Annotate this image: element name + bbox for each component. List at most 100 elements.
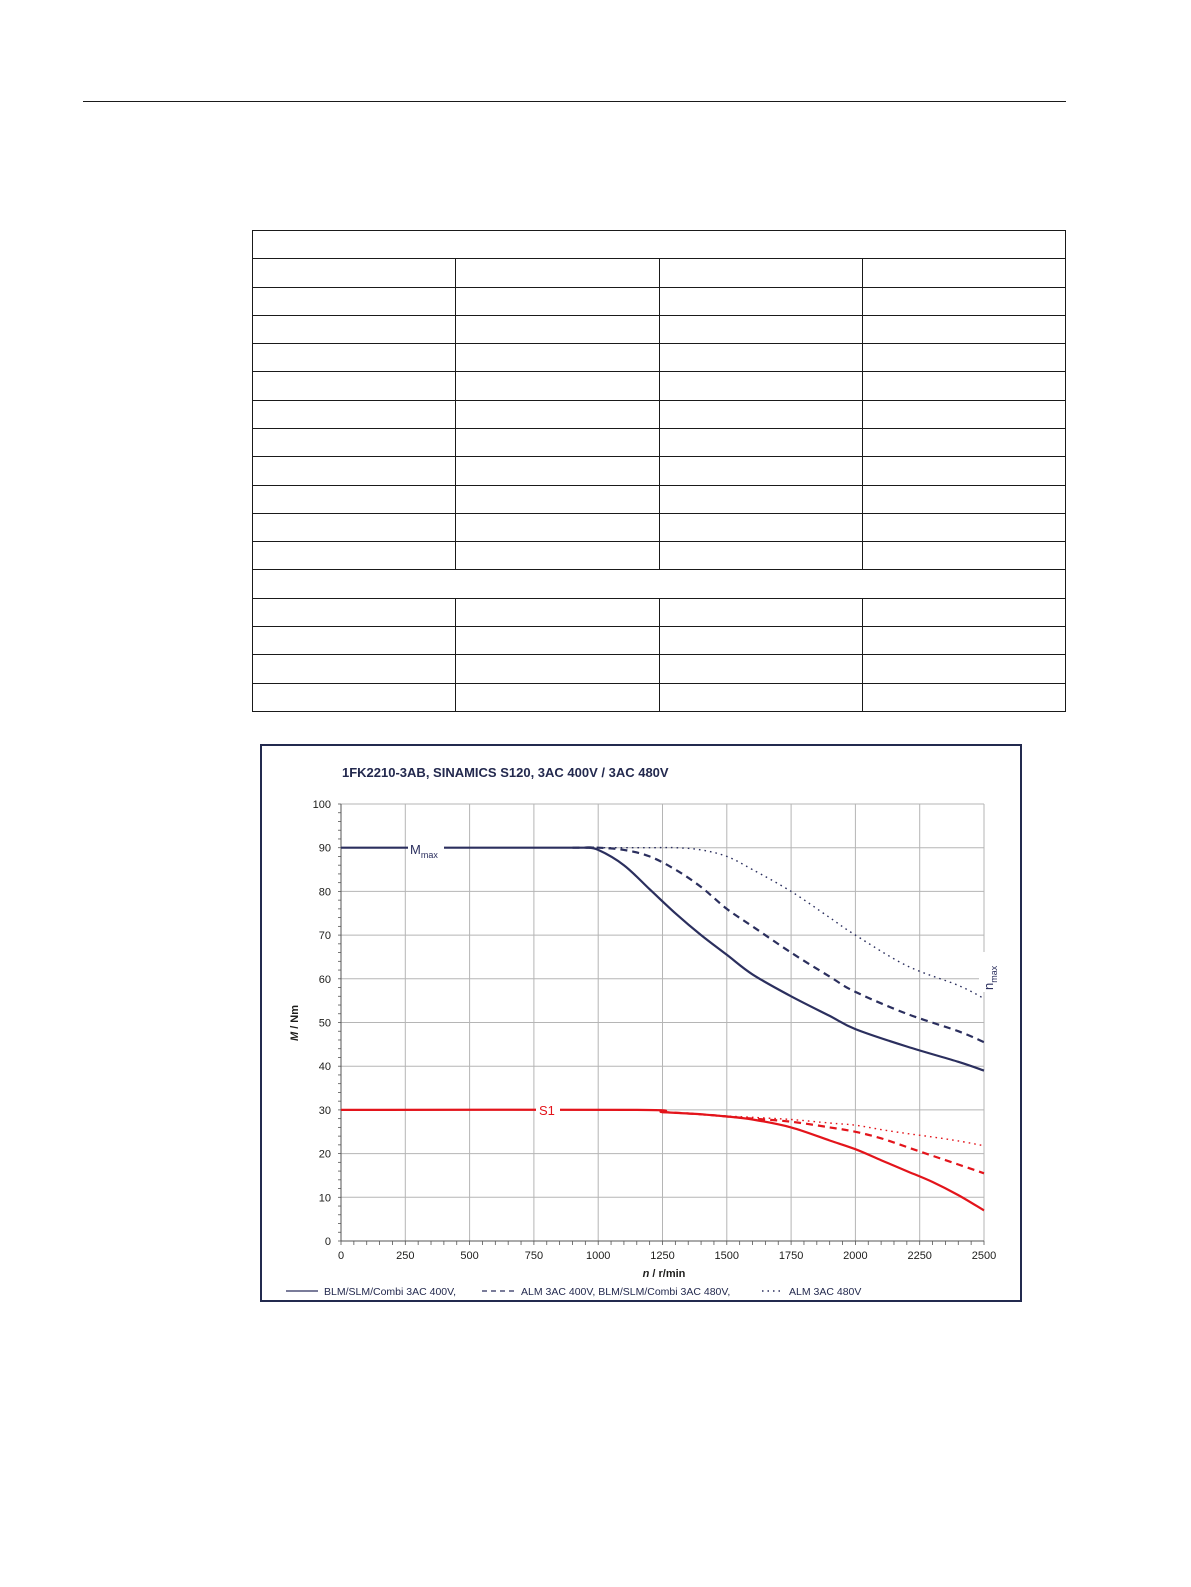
table-cell — [251, 399, 457, 429]
table-cell — [861, 682, 1067, 712]
y-tick-label: 100 — [313, 799, 331, 811]
table-row — [251, 512, 1067, 543]
table-cell — [251, 258, 457, 288]
x-tick-label: 2000 — [843, 1250, 867, 1262]
table-cell — [658, 654, 863, 684]
nmax-label: nmax — [981, 965, 999, 990]
table-cell — [455, 371, 660, 401]
x-tick-label: 2500 — [972, 1250, 996, 1262]
mmax-dotted-curve — [598, 846, 985, 1000]
table-row — [251, 597, 1067, 627]
y-tick-label: 10 — [319, 1192, 331, 1204]
table-cell — [455, 625, 660, 656]
table-cell — [251, 343, 457, 373]
x-tick-label: 1250 — [650, 1250, 674, 1262]
x-tick-label: 1500 — [715, 1250, 739, 1262]
table-cell — [251, 427, 457, 458]
table-cell — [658, 456, 863, 486]
table-cell — [455, 456, 660, 486]
mmax-dashed-curve — [572, 846, 985, 1044]
s1-annotation: S1 — [536, 1100, 560, 1118]
table-cell — [861, 456, 1067, 486]
curves — [340, 846, 985, 1212]
s1-solid-curve — [340, 1108, 985, 1212]
table-cell — [861, 343, 1067, 373]
torque-speed-chart: 0 250 500 750 1000 1250 1500 1750 2000 2250 2500 0 1… — [260, 744, 1022, 1302]
table-row — [251, 625, 1067, 656]
nmax-annotation: nmax — [979, 952, 999, 992]
table-cell — [658, 597, 863, 627]
table-cell — [658, 427, 863, 458]
s1-label: S1 — [539, 1103, 555, 1118]
chart-canvas: 0 250 500 750 1000 1250 1500 1750 2000 2250 2500 0 1… — [286, 765, 999, 1298]
legend-item-solid: BLM/SLM/Combi 3AC 400V, — [324, 1286, 456, 1298]
x-tick-label: 0 — [338, 1250, 344, 1262]
table-cell — [658, 625, 863, 656]
table-cell — [861, 625, 1067, 656]
table-cell — [251, 654, 457, 684]
table-cell — [455, 399, 660, 429]
table-cell — [455, 258, 660, 288]
legend: BLM/SLM/Combi 3AC 400V, ALM 3AC 400V, BL… — [286, 1286, 861, 1298]
table-cell — [251, 597, 457, 627]
table-cell — [455, 682, 660, 712]
table-cell — [658, 484, 863, 514]
legend-item-dotted: ALM 3AC 480V — [789, 1286, 861, 1298]
table-cell — [251, 314, 457, 345]
mmax-annotation: Mmax — [408, 839, 444, 861]
table-row — [251, 484, 1067, 514]
table-row — [251, 399, 1067, 429]
y-tick-label: 0 — [325, 1236, 331, 1248]
mmax-annotation-bg — [408, 839, 444, 861]
table-cell — [658, 286, 863, 316]
table-cell — [455, 512, 660, 543]
legend-item-dashed: ALM 3AC 400V, BLM/SLM/Combi 3AC 480V, — [521, 1286, 730, 1298]
x-tick-label: 2250 — [907, 1250, 931, 1262]
table-cell — [251, 625, 457, 656]
x-tick-label: 750 — [525, 1250, 543, 1262]
table-section-row — [252, 569, 1066, 599]
y-tick-label: 70 — [319, 930, 331, 942]
table-cell — [658, 399, 863, 429]
spec-table-body — [251, 229, 1067, 712]
table-cell — [861, 512, 1067, 543]
table-row — [251, 371, 1067, 401]
table-cell — [455, 314, 660, 345]
table-cell — [455, 427, 660, 458]
table-row — [251, 541, 1067, 571]
x-tick-label: 1750 — [779, 1250, 803, 1262]
table-cell — [455, 597, 660, 627]
table-section-cell — [252, 569, 1066, 599]
table-cell — [455, 484, 660, 514]
header-rule — [83, 101, 1066, 102]
table-cell — [658, 682, 863, 712]
table-section-row — [252, 229, 1066, 260]
grid — [338, 803, 985, 1245]
s1-dotted-curve — [662, 1111, 985, 1147]
y-tick-label: 60 — [319, 974, 331, 986]
table-cell — [861, 427, 1067, 458]
table-cell — [658, 258, 863, 288]
nmax-annotation-bg — [979, 952, 997, 992]
s1-annotation-bg — [536, 1100, 560, 1118]
table-cell — [861, 597, 1067, 627]
y-tick-label: 40 — [319, 1061, 331, 1073]
table-cell — [455, 286, 660, 316]
table-row — [251, 427, 1067, 458]
table-cell — [251, 512, 457, 543]
table-cell — [455, 654, 660, 684]
table-row — [251, 343, 1067, 373]
s1-dashed-curve — [662, 1111, 985, 1175]
table-row — [251, 456, 1067, 486]
table-cell — [861, 371, 1067, 401]
table-cell — [861, 258, 1067, 288]
table-cell — [658, 512, 863, 543]
y-tick-label: 30 — [319, 1105, 331, 1117]
table-cell — [251, 456, 457, 486]
table-cell — [251, 371, 457, 401]
table-cell — [251, 541, 457, 571]
y-tick-label: 50 — [319, 1018, 331, 1030]
table-cell — [658, 343, 863, 373]
table-cell — [455, 343, 660, 373]
table-section-cell — [252, 229, 1066, 260]
